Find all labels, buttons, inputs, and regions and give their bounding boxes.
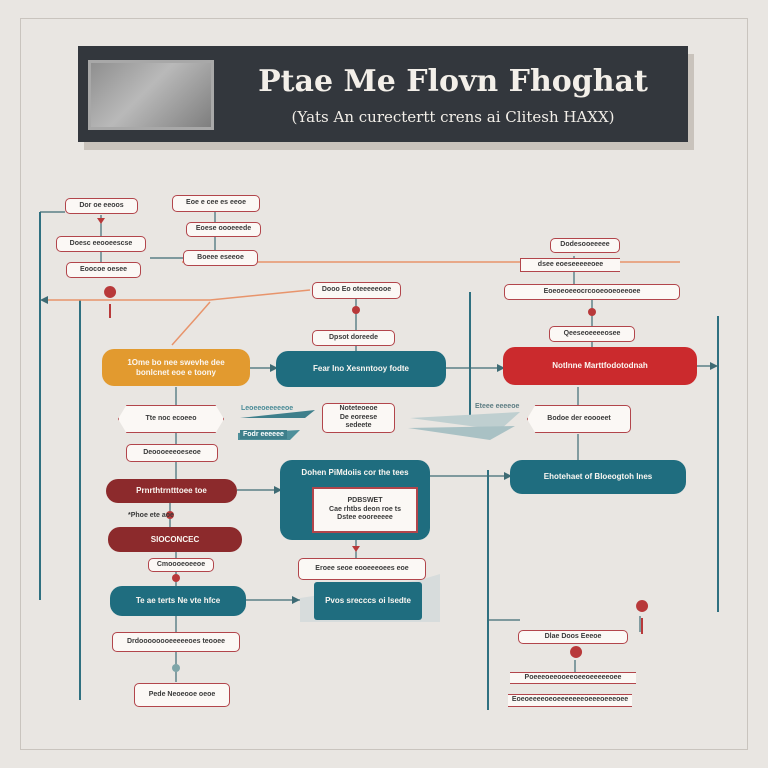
node-teal-center-top: Fear Ino Xesnntooy fodte	[276, 351, 446, 387]
node-teal-right: Ehotehaet of Bloeogtoh lnes	[510, 460, 686, 494]
label-top-center-1: Eoe e cee es eeoe	[172, 195, 260, 212]
page-title: Ptae Me Flovn Fhoghat	[258, 64, 648, 99]
banner-photo	[88, 60, 214, 130]
label-bottom-right-3: Eoeoeeeeoeoeeeeeeeoeeeoeeeoee	[508, 694, 632, 707]
label-below-orange: Deoooeeeoeseoe	[126, 444, 218, 462]
arrow-callout-left: Tte noc ecoeeo	[118, 405, 224, 433]
label-bottom-right-1: Dlae Doos Eeeoe	[518, 630, 628, 644]
node-red-right: Notlnne Marttfodotodnah	[503, 347, 697, 385]
label-top-right-1: Dodesooeeeee	[550, 238, 620, 253]
label-top-left-1: Dor oe eeoos	[65, 198, 138, 214]
label-top-left-3: Eoocoe oesee	[66, 262, 141, 278]
center-note-line-1: Noteteoeoe	[339, 405, 378, 413]
inner-box-line-3: Dstee eooreeeee	[337, 514, 393, 522]
inner-box-line-1: PDBSWET	[347, 497, 383, 505]
arrow-callout-right: Bodoe der eoooeet	[527, 405, 631, 433]
page-subtitle: (Yats An curectertt crens ai Clitesh HAX…	[291, 108, 615, 126]
title-banner: Ptae Me Flovn Fhoghat (Yats An curectert…	[78, 46, 688, 142]
label-top-left-2: Doesc eeooeescse	[56, 236, 146, 252]
label-bottom-right-2: Poeeeoeeooeeoeeoeeeeeoee	[510, 672, 636, 684]
pin-markers	[97, 218, 649, 672]
vertical-guide-lines	[39, 212, 719, 710]
label-bottom-left-2: Pede Neoeooe oeoe	[134, 683, 230, 707]
label-top-center-3: Boeee eseeoe	[183, 250, 258, 266]
label-top-right-3: Eoeoeoeeocrcooeooeoeeoee	[504, 284, 680, 300]
label-top-right-4: Qeeseoeeeeosee	[549, 326, 635, 342]
node-orange-line-2: bonlcnet eoe e toony	[135, 367, 216, 377]
tag-teal-1: Leoeeoeeeeeoe	[241, 405, 294, 412]
node-teal-bottom-center: Pvos srecccs oi lsedte	[314, 582, 422, 620]
label-center-note: Noteteoeoe De eoreese sedeete	[322, 403, 395, 433]
center-note-line-2: De eoreese sedeete	[339, 413, 378, 430]
label-mid-center-1: Dooo Eo oteeeeeooe	[312, 282, 401, 299]
node-maroon-top: Prnrthtrntttoee toe	[106, 479, 237, 503]
label-top-right-2: dsee eoeseeeeeoee	[520, 258, 620, 272]
label-between-maroon: *Phoe ete aoe	[128, 512, 174, 519]
label-above-bottom: Cmoooeoeeoe	[148, 558, 214, 572]
arrow-heads	[40, 296, 718, 604]
node-teal-bottom-left: Te ae terts Ne vte hfce	[110, 586, 246, 616]
inner-box-line-2: Cae rhtbs deon roe ts	[329, 505, 401, 513]
diagram-frame	[20, 18, 748, 750]
label-mid-center-2: Dpsot doreede	[312, 330, 395, 346]
label-top-center-2: Eoese oooeeede	[186, 222, 261, 237]
tag-teal-3: Fodr eeeeee	[240, 430, 287, 439]
node-orange-line-1: 1Ome bo nee swevhe dee	[127, 357, 225, 367]
node-teal-middle-label: Dohen PiMdoiis cor the tees	[301, 468, 409, 477]
tag-teal-2: Eteee eeeeoe	[475, 403, 520, 410]
node-orange: 1Ome bo nee swevhe dee bonlcnet eoe e to…	[102, 349, 250, 386]
label-bottom-center-above: Eroee seoe eooeeeoees eoe	[298, 558, 426, 580]
node-maroon-bottom: SIOCONCEC	[108, 527, 242, 552]
label-bottom-left-1: Drdoooooooeeeeeoes teooee	[112, 632, 240, 652]
inner-box: PDBSWET Cae rhtbs deon roe ts Dstee eoor…	[312, 487, 418, 533]
